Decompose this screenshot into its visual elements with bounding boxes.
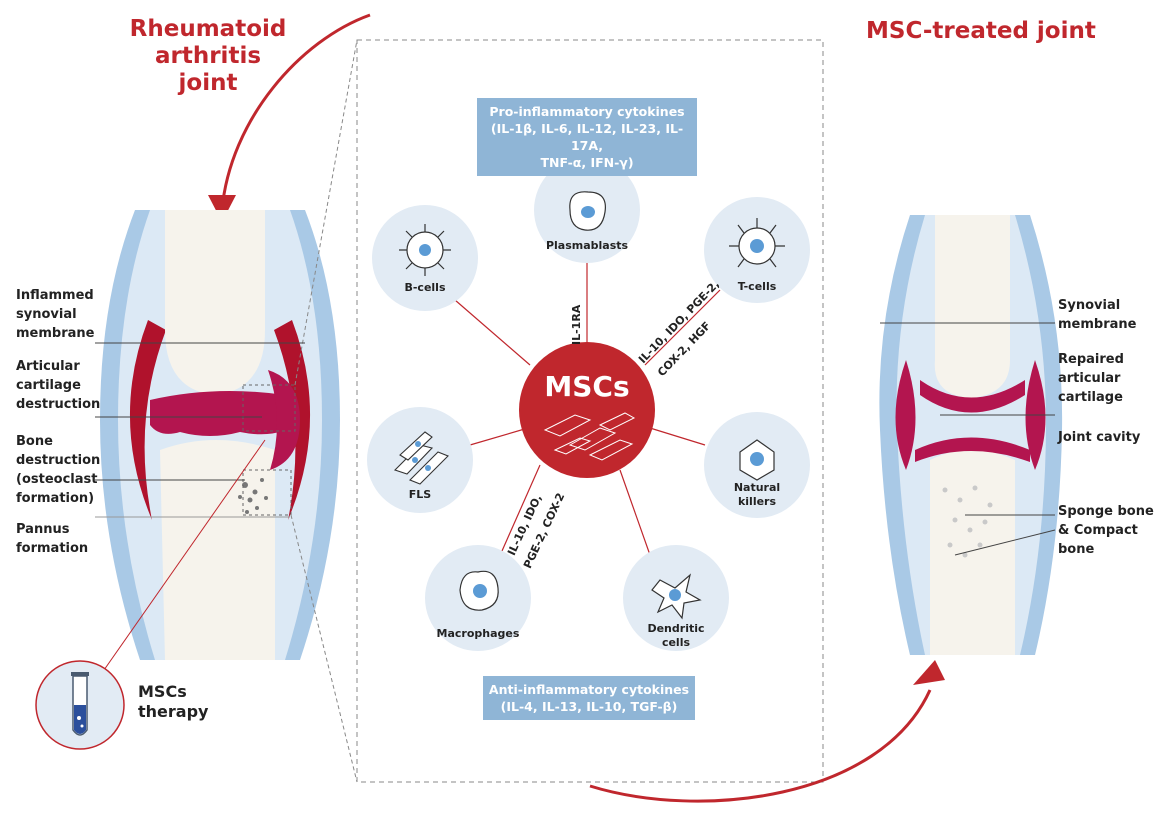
label-line: Articular — [16, 357, 100, 376]
pro-cytokines-title: Pro-inflammatory cytokines — [477, 103, 697, 120]
label-line: articular — [1058, 369, 1124, 388]
ra-title-line1: Rheumatoid — [128, 16, 288, 43]
label-bone-destruction: Bone destruction (osteoclast formation) — [16, 432, 100, 508]
ra-joint-title: Rheumatoid arthritis joint — [128, 16, 288, 97]
label-sponge-bone: Sponge bone & Compact bone — [1058, 502, 1154, 559]
label-line: Synovial — [1058, 296, 1136, 315]
dendritic-label: Dendritic cells — [621, 622, 731, 650]
msc-hub-circle — [519, 342, 655, 478]
label-pannus: Pannus formation — [16, 520, 88, 558]
label-joint-cavity: Joint cavity — [1058, 428, 1140, 447]
therapy-line1: MSCs — [138, 682, 208, 702]
label-line: destruction — [16, 395, 100, 414]
arrow-head-msc — [913, 660, 945, 685]
fls-label: FLS — [365, 488, 475, 501]
label-line: formation — [16, 539, 88, 558]
label-line: synovial — [16, 305, 94, 324]
mediator-il1ra: IL-1RA — [570, 305, 583, 345]
label-line: cartilage — [16, 376, 100, 395]
nk-label: Natural killers — [702, 481, 812, 509]
dendritic-label-line1: Dendritic — [621, 622, 731, 636]
label-line: cartilage — [1058, 388, 1124, 407]
msc-treated-joint-illustration — [879, 215, 1062, 655]
plasmablast-icon — [570, 192, 606, 230]
label-line: membrane — [16, 324, 94, 343]
pro-cytokines-list-2: TNF-α, IFN-γ) — [477, 154, 697, 171]
therapy-line2: therapy — [138, 702, 208, 722]
msc-joint-title: MSC-treated joint — [866, 18, 1096, 45]
label-line: destruction — [16, 451, 100, 470]
label-cartilage-destruction: Articular cartilage destruction — [16, 357, 100, 414]
msc-therapy-label: MSCs therapy — [138, 682, 208, 722]
label-line: Inflammed — [16, 286, 94, 305]
label-line: Pannus — [16, 520, 88, 539]
label-line: (osteoclast — [16, 470, 100, 489]
label-line: Joint cavity — [1058, 428, 1140, 447]
nk-label-line2: killers — [702, 495, 812, 509]
label-inflamed-synovial: Inflammed synovial membrane — [16, 286, 94, 343]
label-line: Sponge bone — [1058, 502, 1154, 521]
label-line: membrane — [1058, 315, 1136, 334]
msc-hub-label: MSCs — [517, 370, 657, 403]
ra-title-line2: arthritis joint — [128, 43, 288, 97]
label-line: formation) — [16, 489, 100, 508]
anti-cytokines-list: (IL-4, IL-13, IL-10, TGF-β) — [483, 698, 695, 715]
macrophages-label: Macrophages — [423, 627, 533, 640]
anti-inflammatory-box: Anti-inflammatory cytokines (IL-4, IL-13… — [483, 676, 695, 720]
bcell-icon — [399, 224, 451, 276]
bcells-label: B-cells — [370, 281, 480, 294]
label-synovial-membrane: Synovial membrane — [1058, 296, 1136, 334]
label-line: bone — [1058, 540, 1154, 559]
test-tube-icon — [71, 672, 89, 735]
macrophage-icon — [460, 571, 498, 610]
ra-joint-illustration — [100, 210, 340, 660]
label-line: Bone — [16, 432, 100, 451]
nk-label-line1: Natural — [702, 481, 812, 495]
plasmablasts-label: Plasmablasts — [532, 239, 642, 252]
anti-cytokines-title: Anti-inflammatory cytokines — [483, 681, 695, 698]
pro-inflammatory-box: Pro-inflammatory cytokines (IL-1β, IL-6,… — [477, 98, 697, 176]
label-line: & Compact — [1058, 521, 1154, 540]
label-line: Repaired — [1058, 350, 1124, 369]
pro-cytokines-list: (IL-1β, IL-6, IL-12, IL-23, IL-17A, — [477, 120, 697, 154]
dendritic-label-line2: cells — [621, 636, 731, 650]
label-repaired-cartilage: Repaired articular cartilage — [1058, 350, 1124, 407]
